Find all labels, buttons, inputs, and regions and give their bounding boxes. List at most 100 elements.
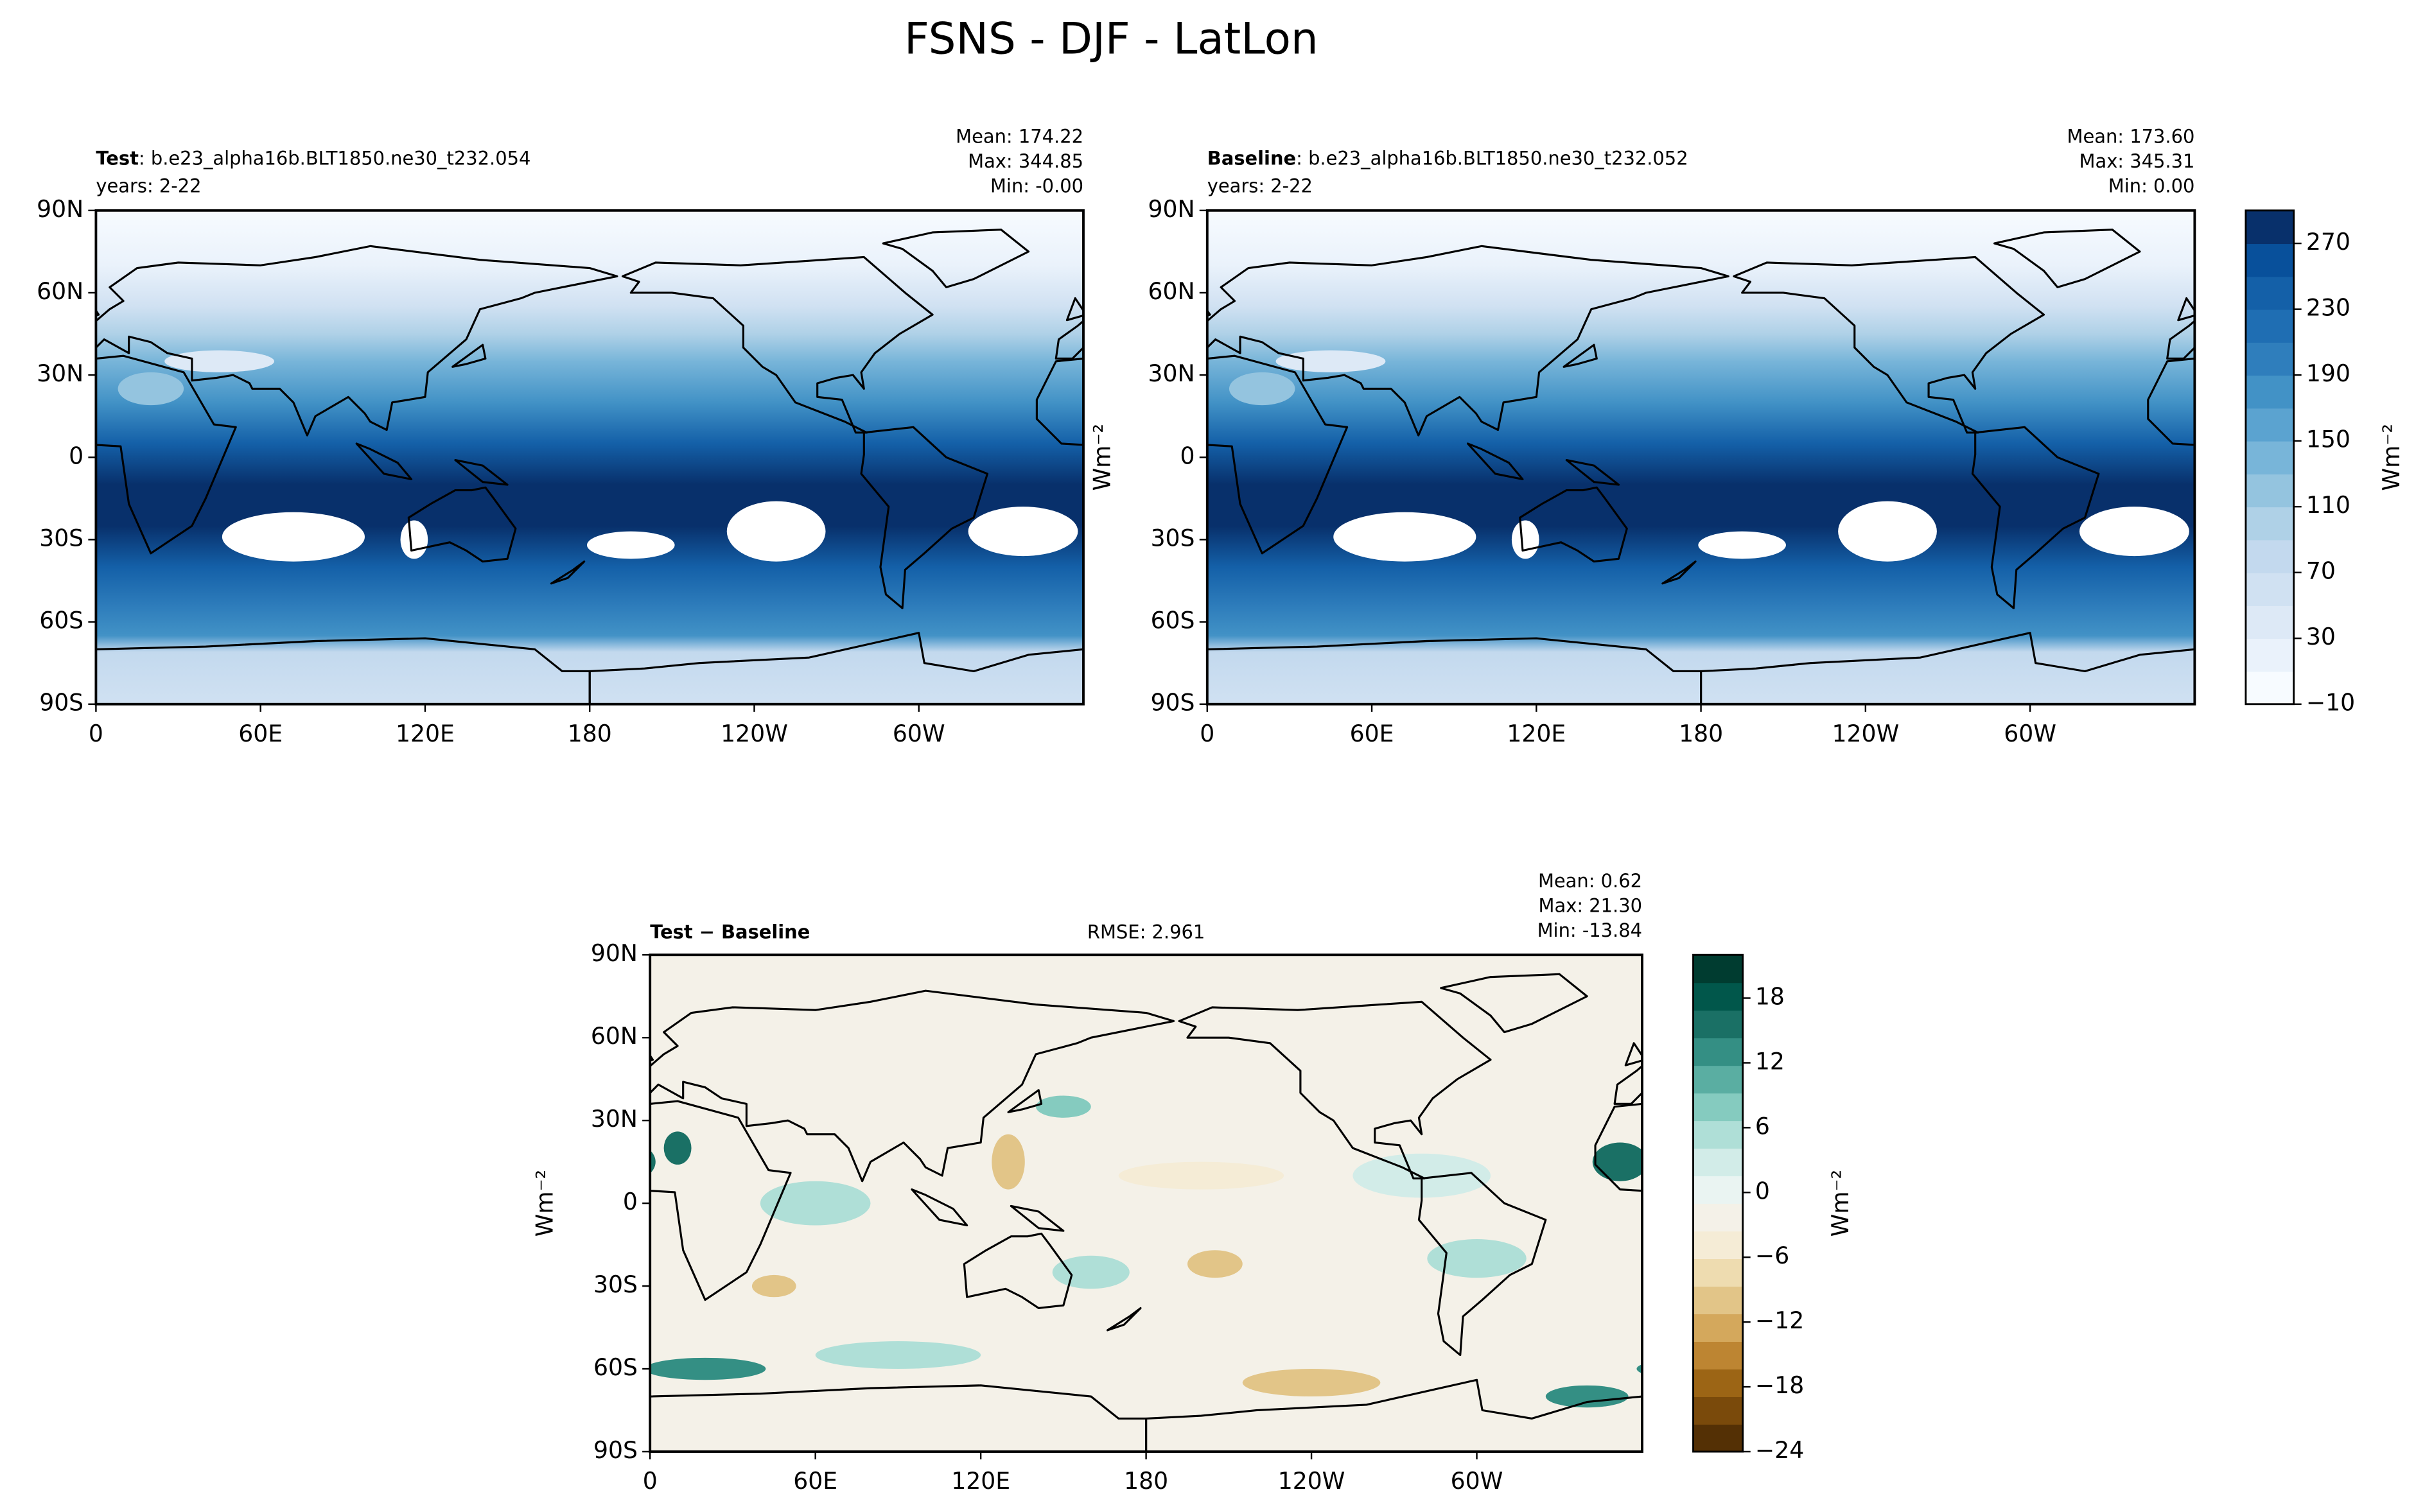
coastline [1733, 256, 2045, 434]
colorbar-band [2245, 375, 2294, 409]
stat: Mean: 173.60 [2067, 126, 2195, 148]
x-tick-label: 60E [1350, 720, 1394, 747]
x-tick-label: 60E [238, 720, 283, 747]
coastline [1993, 229, 2141, 288]
panel-header: Test: b.e23_alpha16b.BLT1850.ne30_t232.0… [96, 147, 530, 169]
colorbar-label: Wm⁻² [2377, 424, 2405, 491]
coastline [1956, 1233, 2063, 1308]
colorbar-tick-label: 110 [2306, 491, 2350, 519]
map-panel [1207, 210, 2416, 704]
colorbar-band [2245, 408, 2294, 442]
colorbar-tick-label: 230 [2306, 294, 2350, 322]
coastline [1417, 1172, 1547, 1357]
field-patch [2321, 512, 2416, 562]
field-patch [650, 1357, 766, 1380]
coastline [1106, 1307, 1142, 1332]
coastline [860, 426, 989, 609]
x-tick-label: 0 [643, 1467, 658, 1495]
rmse: RMSE: 2.961 [1087, 921, 1205, 943]
case-name: : b.e23_alpha16b.BLT1850.ne30_t232.054 [139, 147, 530, 169]
stat: Mean: 0.62 [1538, 870, 1642, 892]
field-patch [554, 1386, 636, 1407]
colorbar-tick-label: 190 [2306, 360, 2350, 387]
colorbar-tick-label: 70 [2306, 557, 2336, 585]
years: years: 2-22 [1207, 175, 1313, 197]
field-patch [1352, 1153, 1491, 1198]
field-patch [44, 1095, 99, 1117]
field-patch [2045, 1256, 2122, 1289]
field-patch [1545, 1385, 1629, 1408]
colorbar-band [2245, 539, 2294, 573]
colorbar-tick-label: −18 [1755, 1371, 1804, 1399]
coastline [882, 229, 1030, 288]
y-tick-label: 90N [37, 195, 83, 223]
case-label: Baseline [1207, 147, 1296, 169]
x-tick-label: 120W [1832, 720, 1899, 747]
field-patch [361, 1154, 499, 1198]
colorbar-band [2245, 210, 2294, 245]
field [1207, 210, 2195, 704]
map-panel [44, 955, 2275, 1452]
x-tick-label: 120W [721, 720, 788, 747]
map-panel [96, 210, 1083, 704]
field-patch [118, 372, 184, 406]
y-tick-label: 60N [1148, 277, 1195, 305]
colorbar-band [2245, 473, 2294, 508]
coastline [650, 989, 1175, 1183]
field-patch [1636, 1364, 1643, 1374]
field-patch [1656, 1131, 1683, 1165]
field-patch [127, 1162, 292, 1190]
colorbar-tick-label: 6 [1755, 1112, 1770, 1140]
field-patch [222, 512, 365, 562]
x-tick-label: 120E [951, 1467, 1010, 1495]
field-patch [1984, 1134, 2017, 1190]
x-tick-label: 60W [1451, 1467, 1503, 1495]
field-patch [1275, 350, 1386, 372]
y-tick-label: 90N [1148, 195, 1195, 223]
colorbar-band [2245, 243, 2294, 277]
field-patch [2110, 1162, 2275, 1190]
colorbar-label: Wm⁻² [1826, 1170, 1854, 1237]
field-patch [1511, 520, 1539, 559]
colorbar-band [1693, 1369, 1743, 1397]
field-patch [760, 1181, 871, 1226]
y-axis-label: Wm⁻² [1088, 424, 1116, 491]
coastline [1594, 1102, 1643, 1192]
field-patch [751, 1274, 796, 1298]
stat: Max: 345.31 [2079, 150, 2195, 172]
colorbar-frame [2245, 209, 2295, 706]
field-patch [663, 1131, 692, 1165]
colorbar-band [2245, 671, 2294, 705]
field-patch [968, 507, 1078, 557]
coastline [1904, 1190, 1959, 1226]
y-tick-label: 30N [591, 1105, 638, 1133]
y-tick-label: 60N [591, 1022, 638, 1050]
case-label: Test − Baseline [650, 921, 810, 943]
coastline [2147, 357, 2195, 446]
coastline [621, 256, 934, 434]
coastline [1971, 426, 2100, 609]
x-tick-label: 120E [396, 720, 455, 747]
colorbar-band [1693, 1120, 1743, 1149]
field-patch [2028, 1095, 2083, 1117]
x-tick-label: 180 [1679, 720, 1723, 747]
field-patch [650, 1150, 656, 1174]
coastline [1563, 343, 1598, 368]
coastline [2177, 297, 2195, 322]
coastline [454, 458, 509, 486]
field-patch [1698, 531, 1786, 559]
x-tick-label: 180 [568, 720, 612, 747]
colorbar-band [1693, 1176, 1743, 1204]
field-patch [60, 1256, 137, 1289]
y-tick-label: 0 [1180, 442, 1195, 469]
colorbar-band [1693, 1093, 1743, 1122]
x-tick-label: 60W [2004, 720, 2056, 747]
coastline [1700, 632, 2195, 704]
field-patch [1118, 1161, 1284, 1190]
colorbar-band [2245, 309, 2294, 343]
colorbar-band [1693, 1314, 1743, 1343]
coastline [1624, 1042, 1643, 1066]
colorbar-band [1693, 1231, 1743, 1260]
field-patch [1592, 1142, 1643, 1181]
coastline [1565, 458, 1620, 486]
